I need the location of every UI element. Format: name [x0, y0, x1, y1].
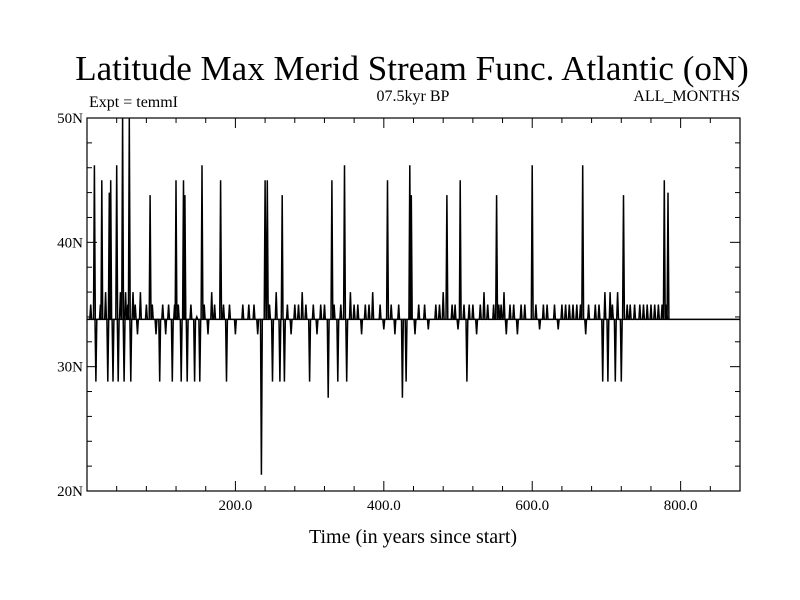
x-tick-label: 200.0: [219, 498, 253, 514]
y-tick-label: 40N: [57, 235, 83, 251]
x-tick-label: 600.0: [515, 498, 549, 514]
y-tick-label: 50N: [57, 111, 83, 127]
x-axis-label: Time (in years since start): [309, 526, 517, 548]
months-label: ALL_MONTHS: [633, 88, 740, 105]
period-label: 07.5kyr BP: [377, 88, 450, 105]
y-tick-label: 20N: [57, 484, 83, 500]
x-tick-label: 800.0: [664, 498, 698, 514]
x-tick-label: 400.0: [367, 498, 401, 514]
experiment-label: Expt = temmI: [89, 94, 178, 111]
series-line: [87, 117, 740, 475]
y-tick-label: 30N: [57, 360, 83, 376]
chart-title: Latitude Max Merid Stream Func. Atlantic…: [75, 49, 749, 88]
